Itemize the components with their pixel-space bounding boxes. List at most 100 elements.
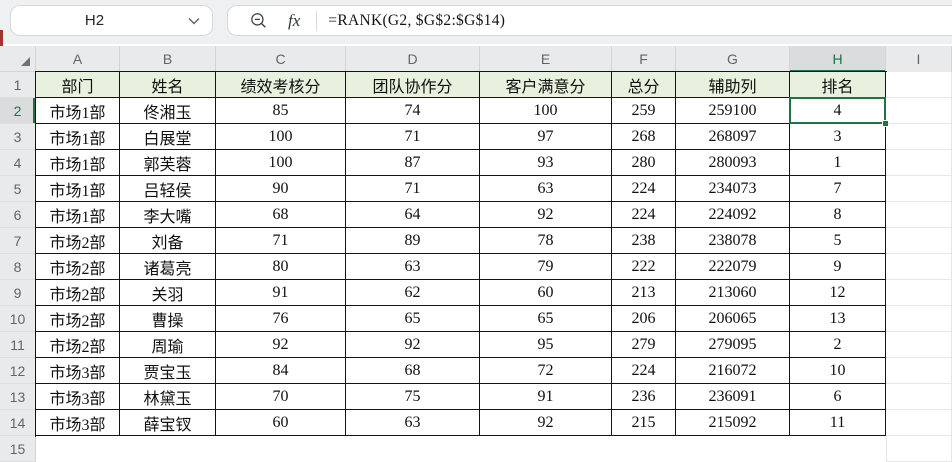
- column-header-B[interactable]: B: [120, 46, 216, 72]
- column-header-E[interactable]: E: [480, 46, 612, 72]
- cell-D8[interactable]: 63: [346, 254, 480, 280]
- cell-C13[interactable]: 70: [216, 384, 346, 410]
- column-header-H[interactable]: H: [790, 46, 886, 72]
- cell-D3[interactable]: 71: [346, 124, 480, 150]
- row-header-4[interactable]: 4: [0, 150, 36, 176]
- cell-F5[interactable]: 224: [612, 176, 676, 202]
- cell-G10[interactable]: 206065: [676, 306, 790, 332]
- cell-E7[interactable]: 78: [480, 228, 612, 254]
- row-header-9[interactable]: 9: [0, 280, 36, 306]
- cell-G6[interactable]: 224092: [676, 202, 790, 228]
- cell-B14[interactable]: 薛宝钗: [120, 410, 216, 436]
- cell-E13[interactable]: 91: [480, 384, 612, 410]
- cell-E9[interactable]: 60: [480, 280, 612, 306]
- cell-H1[interactable]: 排名: [790, 72, 886, 98]
- cell-I14[interactable]: [886, 410, 952, 436]
- cell-E14[interactable]: 92: [480, 410, 612, 436]
- cell-E10[interactable]: 65: [480, 306, 612, 332]
- row-header-2[interactable]: 2: [0, 98, 36, 124]
- cell-I12[interactable]: [886, 358, 952, 384]
- cell-C14[interactable]: 60: [216, 410, 346, 436]
- cell-H3[interactable]: 3: [790, 124, 886, 150]
- cell-I13[interactable]: [886, 384, 952, 410]
- cell-F7[interactable]: 238: [612, 228, 676, 254]
- cell-C1[interactable]: 绩效考核分: [216, 72, 346, 98]
- row-header-12[interactable]: 12: [0, 358, 36, 384]
- cell-C12[interactable]: 84: [216, 358, 346, 384]
- cell-D11[interactable]: 92: [346, 332, 480, 358]
- cell-F6[interactable]: 224: [612, 202, 676, 228]
- cell-H4[interactable]: 1: [790, 150, 886, 176]
- cell-B10[interactable]: 曹操: [120, 306, 216, 332]
- cell-I4[interactable]: [886, 150, 952, 176]
- cell-A4[interactable]: 市场1部: [36, 150, 120, 176]
- column-header-I[interactable]: I: [886, 46, 952, 72]
- column-header-D[interactable]: D: [346, 46, 480, 72]
- cell-I15[interactable]: [886, 436, 952, 462]
- cell-A2[interactable]: 市场1部: [36, 98, 120, 124]
- cell-H10[interactable]: 13: [790, 306, 886, 332]
- cell-H9[interactable]: 12: [790, 280, 886, 306]
- cell-G9[interactable]: 213060: [676, 280, 790, 306]
- column-header-A[interactable]: A: [36, 46, 120, 72]
- cell-C9[interactable]: 91: [216, 280, 346, 306]
- row-header-11[interactable]: 11: [0, 332, 36, 358]
- cell-E6[interactable]: 92: [480, 202, 612, 228]
- cell-A1[interactable]: 部门: [36, 72, 120, 98]
- cell-G5[interactable]: 234073: [676, 176, 790, 202]
- cell-B4[interactable]: 郭芙蓉: [120, 150, 216, 176]
- cell-H6[interactable]: 8: [790, 202, 886, 228]
- cell-F10[interactable]: 206: [612, 306, 676, 332]
- cell-B2[interactable]: 佟湘玉: [120, 98, 216, 124]
- cell-G13[interactable]: 236091: [676, 384, 790, 410]
- column-header-F[interactable]: F: [612, 46, 676, 72]
- cell-E12[interactable]: 72: [480, 358, 612, 384]
- cell-H13[interactable]: 6: [790, 384, 886, 410]
- cell-C3[interactable]: 100: [216, 124, 346, 150]
- cell-G12[interactable]: 216072: [676, 358, 790, 384]
- cell-F11[interactable]: 279: [612, 332, 676, 358]
- column-header-C[interactable]: C: [216, 46, 346, 72]
- formula-input[interactable]: =RANK(G2, $G$2:$G$14): [328, 11, 506, 29]
- formula-bar[interactable]: fx =RANK(G2, $G$2:$G$14): [227, 5, 952, 36]
- cell-A11[interactable]: 市场2部: [36, 332, 120, 358]
- cell-B11[interactable]: 周瑜: [120, 332, 216, 358]
- cell-H12[interactable]: 10: [790, 358, 886, 384]
- cell-E11[interactable]: 95: [480, 332, 612, 358]
- row-header-8[interactable]: 8: [0, 254, 36, 280]
- cell-F9[interactable]: 213: [612, 280, 676, 306]
- cell-D12[interactable]: 68: [346, 358, 480, 384]
- cell-H2[interactable]: 4: [790, 98, 886, 124]
- cell-G4[interactable]: 280093: [676, 150, 790, 176]
- cell-I2[interactable]: [886, 98, 952, 124]
- zoom-out-icon[interactable]: [250, 12, 268, 30]
- cell-C5[interactable]: 90: [216, 176, 346, 202]
- cell-D6[interactable]: 64: [346, 202, 480, 228]
- cell-I11[interactable]: [886, 332, 952, 358]
- cell-D13[interactable]: 75: [346, 384, 480, 410]
- cell-F14[interactable]: 215: [612, 410, 676, 436]
- row-header-6[interactable]: 6: [0, 202, 36, 228]
- cell-G3[interactable]: 268097: [676, 124, 790, 150]
- cell-H14[interactable]: 11: [790, 410, 886, 436]
- cell-A10[interactable]: 市场2部: [36, 306, 120, 332]
- cell-C11[interactable]: 92: [216, 332, 346, 358]
- cell-A14[interactable]: 市场3部: [36, 410, 120, 436]
- select-all-button[interactable]: [0, 46, 36, 72]
- cell-D2[interactable]: 74: [346, 98, 480, 124]
- cell-D9[interactable]: 62: [346, 280, 480, 306]
- cell-B13[interactable]: 林黛玉: [120, 384, 216, 410]
- row-header-15[interactable]: 15: [0, 436, 36, 462]
- cell-D7[interactable]: 89: [346, 228, 480, 254]
- cell-A3[interactable]: 市场1部: [36, 124, 120, 150]
- name-box[interactable]: H2: [10, 5, 213, 36]
- cell-G2[interactable]: 259100: [676, 98, 790, 124]
- cell-B5[interactable]: 吕轻侯: [120, 176, 216, 202]
- cell-G1[interactable]: 辅助列: [676, 72, 790, 98]
- cell-D4[interactable]: 87: [346, 150, 480, 176]
- cell-C6[interactable]: 68: [216, 202, 346, 228]
- cell-G14[interactable]: 215092: [676, 410, 790, 436]
- cell-E1[interactable]: 客户满意分: [480, 72, 612, 98]
- cell-I1[interactable]: [886, 72, 952, 98]
- cell-I10[interactable]: [886, 306, 952, 332]
